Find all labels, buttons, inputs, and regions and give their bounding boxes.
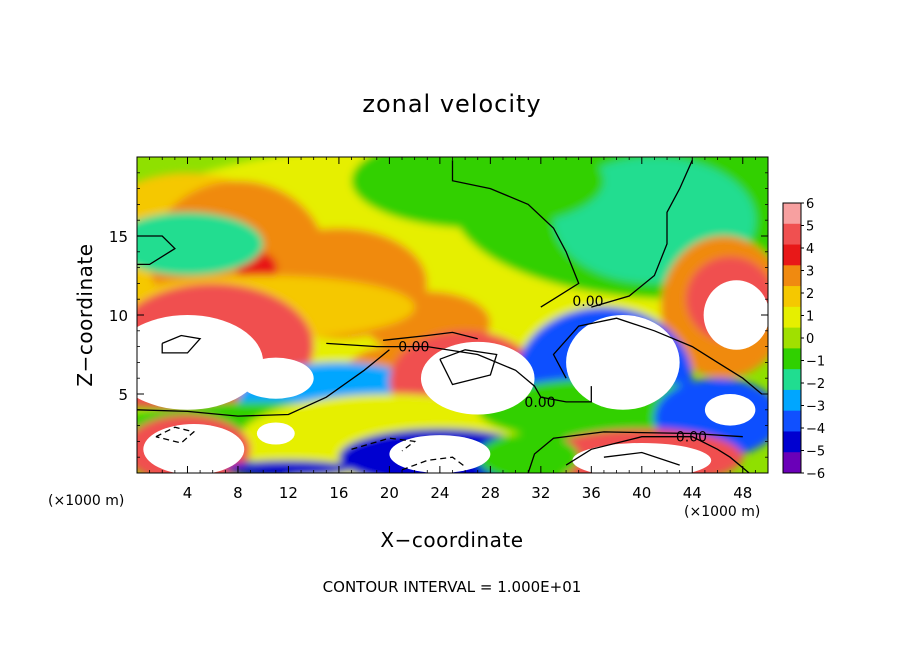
velocity-region bbox=[137, 212, 264, 276]
colorbar-label: 4 bbox=[806, 242, 814, 257]
colorbar-label: 6 bbox=[806, 197, 814, 212]
colorbar-swatch bbox=[783, 203, 801, 225]
colorbar-label: 1 bbox=[806, 310, 814, 325]
contour-line bbox=[591, 159, 693, 308]
saturated-region bbox=[389, 435, 491, 473]
contour-line bbox=[451, 160, 580, 308]
contour-line bbox=[137, 235, 176, 266]
saturated-region bbox=[572, 442, 712, 473]
colorbar-swatch bbox=[783, 286, 801, 308]
x-tick-label: 8 bbox=[233, 484, 243, 502]
colorbar-swatch bbox=[783, 306, 801, 329]
x-tick-label: 28 bbox=[481, 484, 500, 502]
colorbar-label: −5 bbox=[806, 445, 825, 460]
x-tick-label: 4 bbox=[183, 484, 193, 502]
contour-line bbox=[383, 331, 478, 341]
x-tick-label: 44 bbox=[683, 484, 702, 502]
x-tick-label: 48 bbox=[733, 484, 752, 502]
contour-interval-caption: CONTOUR INTERVAL = 1.000E+01 bbox=[323, 578, 582, 596]
colorbar-label: −1 bbox=[806, 355, 825, 370]
contour-line bbox=[326, 342, 592, 403]
chart-title: zonal velocity bbox=[362, 90, 541, 118]
colorbar-swatch bbox=[783, 410, 801, 432]
contour-line bbox=[439, 349, 498, 386]
velocity-field bbox=[137, 157, 768, 473]
y-tick-label: 5 bbox=[118, 386, 128, 404]
x-tick-label: 20 bbox=[380, 484, 399, 502]
x-tick-label: 40 bbox=[632, 484, 651, 502]
contour-label: 0.00 bbox=[676, 430, 707, 446]
x-tick-label: 16 bbox=[329, 484, 348, 502]
contour-line bbox=[161, 334, 202, 354]
colorbar-label: 5 bbox=[806, 220, 814, 235]
negative-contour-line bbox=[351, 437, 417, 452]
saturated-region bbox=[704, 394, 756, 426]
contour-label: 0.00 bbox=[524, 395, 555, 411]
contour-label: 0.00 bbox=[398, 340, 429, 356]
contour-lines bbox=[137, 159, 763, 473]
negative-contour-line bbox=[155, 426, 196, 444]
contour-line bbox=[137, 349, 390, 417]
colorbar-swatch bbox=[783, 223, 801, 246]
contour-labels: 0.00 0.00 0.00 0.00 bbox=[398, 294, 707, 446]
colorbar-swatch bbox=[783, 452, 801, 474]
colorbar-swatch bbox=[783, 431, 801, 453]
contour-label: 0.00 bbox=[572, 294, 603, 310]
velocity-region bbox=[351, 157, 604, 229]
colorbar-swatch bbox=[783, 327, 801, 349]
x-unit-label-left: (×1000 m) bbox=[48, 493, 124, 509]
saturated-region bbox=[237, 357, 314, 399]
x-tick-label: 36 bbox=[582, 484, 601, 502]
colorbar-swatch bbox=[783, 265, 801, 287]
x-tick-label: 32 bbox=[531, 484, 550, 502]
colorbar-label: −2 bbox=[806, 377, 825, 392]
saturated-region bbox=[566, 315, 680, 410]
contour-line bbox=[552, 317, 763, 395]
y-axis: 5 10 15 bbox=[109, 172, 768, 458]
negative-contour-line bbox=[401, 456, 466, 471]
colorbar-label: −3 bbox=[806, 400, 825, 415]
x-tick-label: 24 bbox=[430, 484, 449, 502]
saturated-region bbox=[137, 315, 264, 410]
y-tick-label: 10 bbox=[109, 307, 128, 325]
colorbar-label: 2 bbox=[806, 287, 814, 302]
colorbar-label: −4 bbox=[806, 422, 825, 437]
saturated-region bbox=[703, 280, 768, 350]
contour-line bbox=[565, 436, 750, 473]
colorbar: 6 5 4 3 2 1 0 −1 −2 −3 −4 −5 −6 bbox=[782, 197, 825, 482]
colorbar-swatch bbox=[783, 244, 801, 266]
colorbar-swatch bbox=[783, 369, 801, 391]
colorbar-label: −6 bbox=[806, 467, 825, 482]
saturated-region bbox=[143, 424, 245, 473]
saturated-region bbox=[256, 422, 295, 445]
contour-line bbox=[527, 431, 743, 473]
x-unit-label-right: (×1000 m) bbox=[684, 504, 760, 520]
contour-line bbox=[603, 451, 680, 466]
x-axis-title: X−coordinate bbox=[380, 528, 523, 552]
y-tick-label: 15 bbox=[109, 228, 128, 246]
y-axis-title: Z−coordinate bbox=[73, 243, 97, 386]
velocity-region bbox=[477, 433, 579, 473]
colorbar-label: 0 bbox=[806, 332, 814, 347]
x-tick-label: 12 bbox=[279, 484, 298, 502]
x-axis: 4 8 12 16 20 24 28 32 36 40 44 48 bbox=[149, 157, 756, 502]
colorbar-label: 3 bbox=[806, 265, 814, 280]
colorbar-swatch bbox=[783, 348, 801, 370]
colorbar-swatch bbox=[783, 389, 801, 412]
